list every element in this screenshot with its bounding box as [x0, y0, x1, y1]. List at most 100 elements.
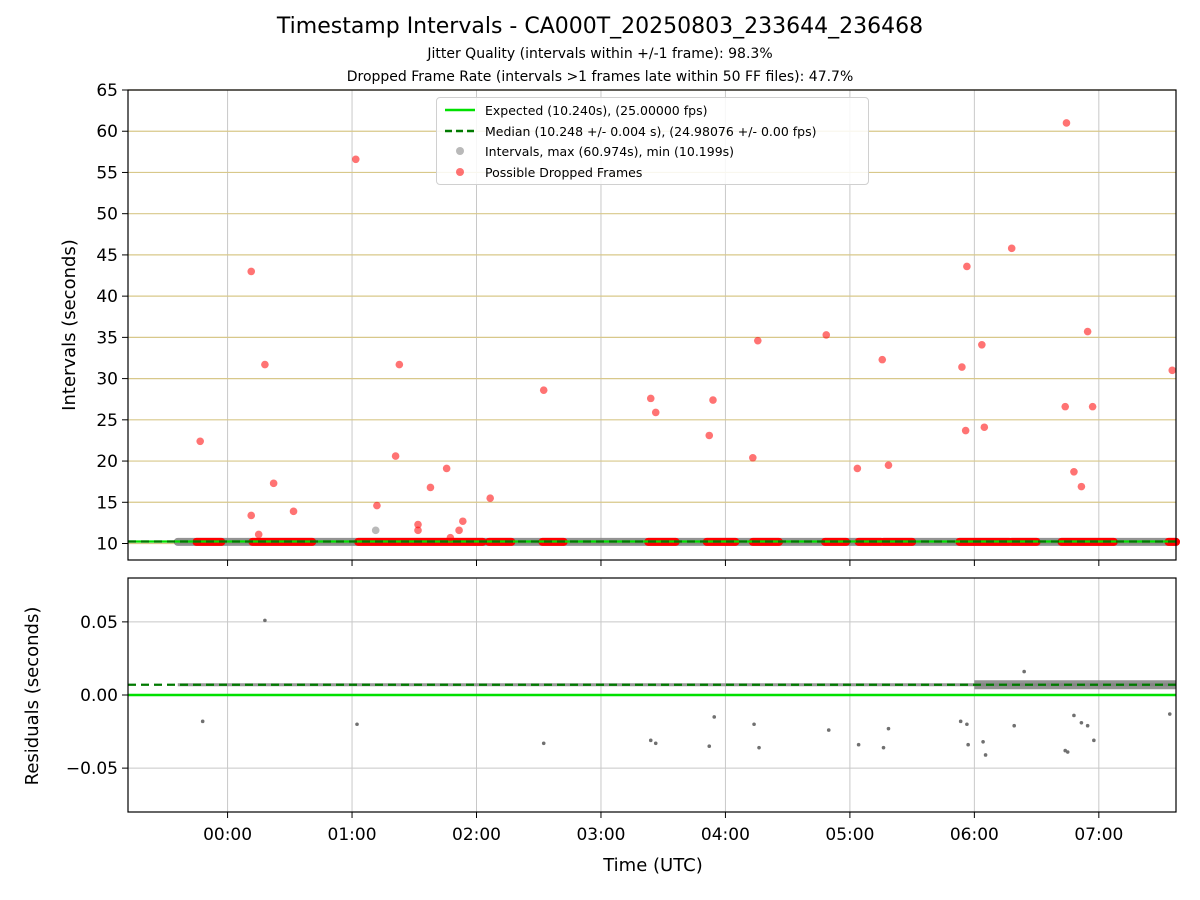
dropped-point-32	[963, 262, 971, 271]
intervals-panel: 10 15 20 25 30 35 40 45 50 55 60 65	[96, 81, 1180, 566]
dropped-point-16	[455, 526, 463, 535]
residual-point-6	[707, 744, 712, 748]
residual-point-22	[1072, 713, 1076, 718]
dropped-point-9	[391, 452, 400, 460]
residuals-y-axis-label: Residuals (seconds)	[22, 607, 43, 786]
x-tick-label-6: 06:00	[950, 825, 999, 845]
residuals-ytick-label-0: 0.05	[80, 613, 118, 633]
dropped-point-7	[351, 155, 360, 164]
x-tick-label-3: 03:00	[576, 825, 625, 845]
residual-point-18	[983, 753, 988, 757]
legend-key-intervals	[443, 141, 477, 161]
residual-point-7	[712, 715, 717, 719]
dropped-frame-rate-subtitle: Dropped Frame Rate (intervals >1 frames …	[346, 69, 854, 85]
x-tick-label-5: 05:00	[825, 825, 874, 845]
dropped-point-39	[1077, 482, 1086, 491]
dropped-point-14	[442, 464, 451, 473]
residual-point-8	[752, 722, 756, 727]
dropped-point-41	[1088, 402, 1097, 411]
dropped-point-19	[539, 386, 548, 394]
chart-title: Timestamp Intervals - CA000T_20250803_23…	[276, 14, 924, 39]
residual-point-14	[958, 719, 963, 724]
residual-point-24	[1085, 723, 1090, 728]
dropped-point-2	[247, 511, 256, 520]
legend-item-intervals: Intervals, max (60.974s), min (10.199s)	[443, 141, 734, 161]
dropped-point-0	[196, 437, 204, 446]
intervals-ytick-label-9: 55	[96, 163, 118, 183]
residual-point-10	[826, 728, 831, 732]
dropped-point-34	[980, 423, 989, 432]
dropped-point-18	[486, 494, 494, 502]
intervals-ytick-label-2: 20	[96, 452, 118, 472]
x-tick-label-7: 07:00	[1074, 825, 1123, 845]
intervals-ytick-label-7: 45	[96, 246, 118, 266]
dropped-point-3	[254, 530, 263, 539]
x-tick-label-4: 04:00	[701, 825, 750, 845]
dropped-point-10	[395, 360, 404, 369]
residual-point-17	[981, 740, 985, 744]
interval-point-0	[371, 526, 380, 535]
residual-point-23	[1079, 720, 1084, 725]
x-axis-label: Time (UTC)	[602, 855, 703, 876]
x-tick-label-2: 02:00	[452, 825, 501, 845]
dropped-point-31	[961, 426, 970, 435]
residual-point-4	[648, 738, 653, 743]
dropped-point-13	[426, 483, 435, 492]
dropped-point-40	[1083, 327, 1092, 336]
legend: Expected (10.240s), (25.00000 fps) Media…	[436, 97, 869, 185]
dropped-point-42	[1168, 366, 1177, 375]
dropped-point-17	[459, 517, 467, 526]
legend-item-dropped: Possible Dropped Frames	[443, 162, 642, 182]
legend-label-intervals: Intervals, max (60.974s), min (10.199s)	[485, 143, 735, 159]
dropped-point-29	[884, 461, 893, 469]
residual-point-25	[1092, 738, 1096, 743]
intervals-ytick-label-8: 50	[96, 205, 118, 225]
residual-point-5	[653, 741, 658, 746]
legend-key-expected	[443, 100, 477, 120]
intervals-ytick-label-11: 65	[96, 81, 118, 101]
residual-point-11	[856, 742, 861, 747]
dropped-point-38	[1070, 467, 1078, 476]
legend-item-median: Median (10.248 +/- 0.004 s), (24.98076 +…	[443, 121, 816, 141]
residual-point-16	[966, 742, 970, 747]
intervals-y-axis-label: Intervals (seconds)	[59, 239, 80, 411]
legend-label-dropped: Possible Dropped Frames	[485, 164, 643, 180]
dropped-point-1	[247, 267, 256, 276]
residual-point-15	[965, 722, 969, 727]
dropped-point-11	[414, 520, 422, 529]
dropped-point-12	[414, 526, 422, 535]
legend-key-median	[443, 121, 477, 141]
residual-point-19	[1012, 723, 1016, 728]
dropped-point-37	[1061, 402, 1070, 411]
dropped-point-35	[1007, 244, 1016, 253]
dropped-point-15	[446, 533, 455, 542]
residuals-ytick-label-2: −0.05	[66, 759, 118, 779]
intervals-ytick-label-3: 25	[96, 411, 118, 431]
dropped-point-27	[853, 464, 862, 473]
dropped-point-20	[646, 394, 655, 403]
legend-item-expected: Expected (10.240s), (25.00000 fps)	[443, 100, 707, 120]
dropped-point-36	[1062, 119, 1071, 127]
intervals-ytick-label-4: 30	[96, 370, 118, 390]
dropped-point-4	[261, 360, 269, 369]
residual-point-9	[757, 745, 761, 750]
x-tick-label-0: 00:00	[203, 825, 252, 845]
intervals-ytick-label-1: 15	[96, 493, 118, 513]
residual-point-12	[881, 745, 886, 750]
residuals-panel: 0.05 0.00 −0.05 00:00 01:00 02:00 03:00 04:00 05…	[66, 577, 1177, 845]
residual-point-21	[1065, 750, 1070, 754]
dropped-point-5	[269, 479, 278, 488]
dropped-point-23	[709, 396, 717, 404]
dropped-point-26	[822, 331, 831, 339]
dropped-point-6	[289, 507, 298, 516]
legend-label-expected: Expected (10.240s), (25.00000 fps)	[485, 102, 708, 118]
intervals-ytick-label-10: 60	[96, 122, 118, 142]
dropped-point-25	[753, 336, 762, 345]
dropped-point-30	[958, 363, 966, 371]
intervals-ytick-label-0: 10	[96, 535, 118, 555]
x-tick-label-1: 01:00	[328, 825, 377, 845]
residual-point-27	[1022, 669, 1026, 674]
dropped-point-28	[878, 355, 887, 364]
